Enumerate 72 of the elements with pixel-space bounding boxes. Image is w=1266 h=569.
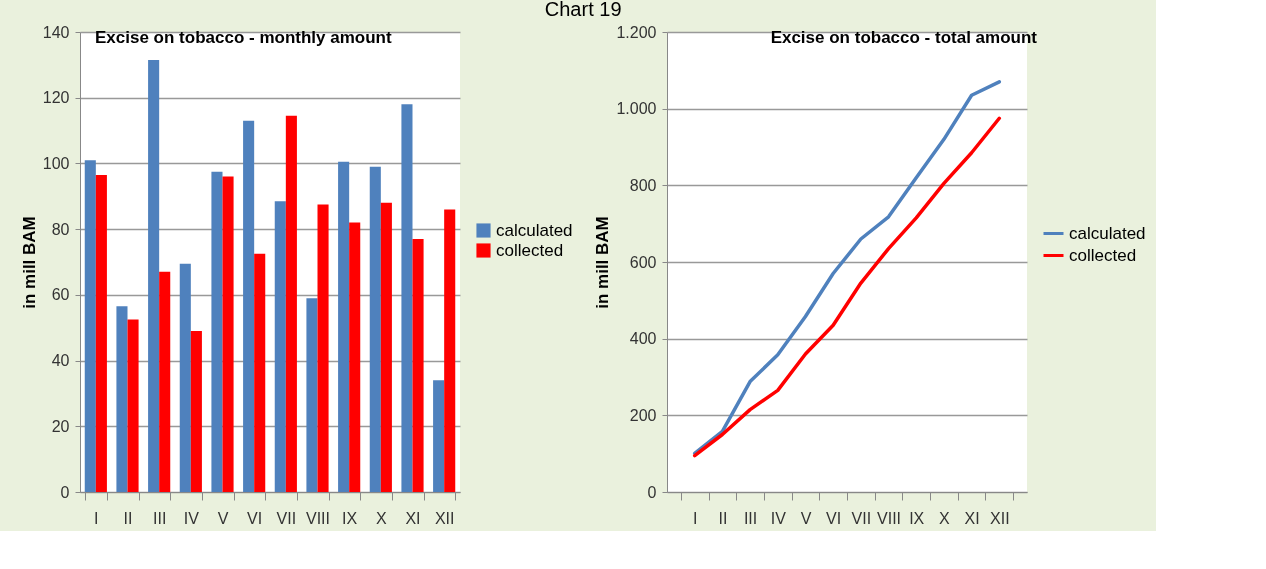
y-tick-label: 140	[42, 23, 70, 41]
chart-title: Excise on tobacco - monthly amount	[95, 28, 392, 47]
x-tick-label: VII	[851, 509, 872, 527]
x-tick-label: V	[800, 509, 812, 527]
y-tick-label: 1.200	[616, 23, 657, 41]
bar	[369, 166, 381, 492]
x-tick-label: III	[152, 509, 167, 527]
y-axis-title: in mill BAM	[593, 216, 613, 309]
x-tick-label: VI	[247, 509, 263, 527]
y-tick-label: 800	[629, 176, 657, 194]
y-tick-label: 20	[51, 417, 70, 435]
x-tick-label: IX	[909, 509, 925, 527]
bar	[380, 202, 392, 492]
bar	[349, 222, 361, 492]
x-tick-label: XI	[405, 509, 421, 527]
x-tick-label: X	[939, 509, 951, 527]
bar	[148, 59, 160, 492]
bar	[401, 104, 413, 492]
x-tick-label: V	[217, 509, 229, 527]
y-tick-label: 0	[60, 483, 70, 501]
bar	[243, 120, 255, 492]
y-tick-label: 600	[629, 253, 657, 271]
bar	[116, 306, 128, 492]
x-tick-label: VIII	[877, 509, 902, 527]
y-tick-label: 40	[51, 352, 70, 370]
x-tick-label: VIII	[305, 509, 331, 527]
x-tick-label: IX	[342, 509, 358, 527]
y-tick-label: 100	[42, 154, 70, 172]
x-tick-label: VI	[826, 509, 842, 527]
bar	[306, 298, 318, 492]
legend-label: calculated	[496, 220, 573, 240]
x-tick-label: IV	[770, 509, 787, 527]
bar	[444, 209, 456, 492]
x-tick-label: II	[718, 509, 728, 527]
bar	[95, 174, 107, 492]
caption: Chart 19	[544, 0, 622, 20]
y-tick-label: 400	[629, 330, 657, 348]
y-tick-label: 200	[629, 406, 657, 424]
x-tick-label: XII	[990, 509, 1010, 527]
bar	[159, 271, 171, 492]
legend-label: collected	[496, 240, 564, 260]
bar	[285, 115, 297, 492]
y-axis-title: in mill BAM	[19, 216, 39, 309]
bar	[433, 380, 445, 492]
x-tick-label: X	[376, 509, 387, 527]
y-tick-label: 0	[647, 483, 657, 501]
chart-title: Excise on tobacco - total amount	[770, 28, 1038, 47]
x-tick-label: XI	[964, 509, 980, 527]
x-tick-label: II	[123, 509, 133, 527]
y-tick-label: 1.000	[616, 100, 657, 118]
bar	[412, 239, 424, 492]
y-tick-label: 120	[42, 89, 70, 107]
legend-label: collected	[1069, 245, 1137, 265]
x-tick-label: IV	[183, 509, 200, 527]
x-tick-label: III	[743, 509, 758, 527]
x-tick-label: XII	[434, 509, 455, 527]
bar	[338, 161, 350, 492]
bar	[127, 319, 139, 492]
bar	[190, 331, 202, 492]
bar	[179, 263, 191, 492]
bar	[222, 176, 234, 492]
y-tick-label: 80	[51, 220, 70, 238]
x-tick-label: I	[94, 509, 99, 527]
bar	[84, 160, 96, 492]
x-tick-label: VII	[276, 509, 297, 527]
x-tick-label: I	[692, 509, 698, 527]
legend-label: calculated	[1069, 223, 1146, 243]
bar	[254, 253, 266, 492]
bar	[317, 204, 329, 492]
bar	[211, 171, 223, 492]
y-tick-label: 60	[51, 286, 70, 304]
bar	[274, 201, 286, 492]
